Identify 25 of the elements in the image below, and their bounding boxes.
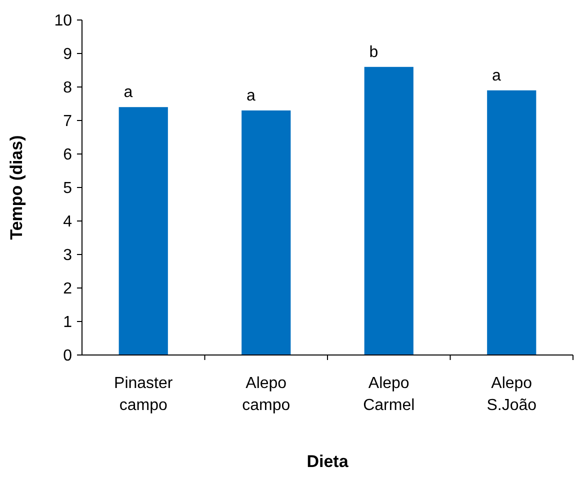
annotation: a xyxy=(246,87,256,104)
x-tick-label: Alepo S.João xyxy=(486,375,537,414)
bar xyxy=(118,107,168,355)
y-tick-label: 6 xyxy=(63,146,72,164)
y-tick-label: 3 xyxy=(63,247,72,264)
x-tick-label: Alepo campo xyxy=(242,375,290,414)
annotation: a xyxy=(492,67,501,84)
x-axis-title: Dieta xyxy=(306,452,349,471)
y-tick-label: 7 xyxy=(63,113,72,130)
y-tick-label: 9 xyxy=(63,46,72,64)
bar xyxy=(487,90,536,355)
y-tick-label: 1 xyxy=(63,314,72,332)
y-axis-title: Tempo (dias) xyxy=(7,135,26,240)
bar xyxy=(364,66,414,355)
y-tick-label: 0 xyxy=(63,348,72,365)
y-tick-label: 8 xyxy=(63,80,72,97)
y-tick-label: 10 xyxy=(54,12,72,30)
annotation: b xyxy=(369,44,378,61)
y-tick-label: 5 xyxy=(63,180,72,198)
annotation: a xyxy=(124,84,133,102)
x-tick-label: Pinaster campo xyxy=(114,375,174,414)
x-tick-label: Alepo Carmel xyxy=(363,375,415,414)
y-tick-label: 2 xyxy=(63,280,72,298)
bar xyxy=(242,110,291,355)
y-tick-label: 4 xyxy=(63,214,72,231)
